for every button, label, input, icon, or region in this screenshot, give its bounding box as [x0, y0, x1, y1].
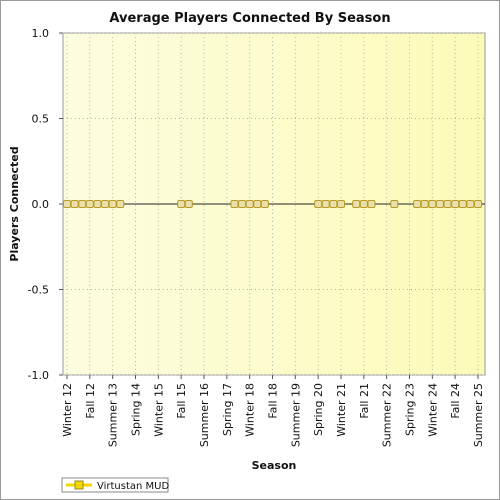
x-tick-label: Spring 23: [404, 383, 417, 436]
x-tick-label: Summer 16: [198, 383, 211, 447]
x-tick-label: Spring 20: [312, 383, 325, 436]
data-point-marker: [321, 200, 330, 208]
x-tick-label: Fall 21: [358, 383, 371, 419]
x-tick-label: Summer 22: [381, 383, 394, 447]
x-tick-label: Summer 19: [289, 383, 302, 447]
legend-entry-virtustan-mud: Virtustan MUD: [97, 481, 169, 492]
y-axis: 1.0 0.5 0.0 -0.5 -1.0: [28, 27, 63, 382]
data-point-marker: [230, 200, 239, 208]
data-point-marker: [245, 200, 254, 208]
series-virtustan-mud: [63, 200, 482, 208]
data-point-marker: [177, 200, 186, 208]
x-tick-label: Fall 24: [449, 383, 462, 419]
x-tick-label: Summer 13: [107, 383, 120, 447]
data-point-marker: [314, 200, 323, 208]
data-point-marker: [420, 200, 429, 208]
y-tick-label: 0.0: [32, 198, 50, 211]
data-point-marker: [435, 200, 444, 208]
data-point-marker: [451, 200, 460, 208]
x-tick-label: Spring 17: [221, 383, 234, 436]
chart-title: Average Players Connected By Season: [109, 11, 390, 26]
data-point-marker: [413, 200, 422, 208]
data-point-marker: [85, 200, 94, 208]
data-point-marker: [390, 200, 399, 208]
x-axis: Winter 12 Fall 12 Summer 13 Spring 14 Winter…: [61, 375, 485, 447]
x-tick-label: Summer 25: [472, 383, 485, 447]
x-tick-label: Fall 18: [267, 383, 280, 419]
x-tick-label: Winter 12: [61, 383, 74, 437]
y-tick-label: -1.0: [28, 369, 49, 382]
data-point-marker: [108, 200, 117, 208]
data-point-marker: [329, 200, 338, 208]
data-point-marker: [238, 200, 247, 208]
data-point-marker: [116, 200, 125, 208]
data-point-marker: [352, 200, 361, 208]
x-tick-label: Winter 15: [152, 383, 165, 437]
data-point-marker: [184, 200, 193, 208]
data-point-marker: [466, 200, 475, 208]
data-point-marker: [337, 200, 345, 208]
data-point-marker: [101, 200, 110, 208]
y-axis-label: Players Connected: [8, 146, 21, 261]
grid: [63, 32, 485, 376]
x-tick-label: Fall 12: [84, 383, 97, 419]
data-point-marker: [253, 200, 262, 208]
x-tick-label: Winter 24: [426, 383, 439, 437]
data-point-marker: [63, 200, 71, 208]
y-tick-label: 0.5: [32, 113, 50, 126]
y-tick-label: 1.0: [32, 27, 50, 40]
data-point-marker: [260, 200, 269, 208]
x-tick-label: Winter 18: [244, 383, 257, 437]
x-axis-label: Season: [252, 459, 297, 472]
data-point-marker: [70, 200, 79, 208]
data-point-marker: [458, 200, 467, 208]
legend-box: [61, 477, 169, 493]
data-point-marker: [474, 200, 482, 208]
legend-marker-swatch: [74, 480, 84, 490]
data-point-marker: [428, 200, 437, 208]
x-tick-label: Fall 15: [175, 383, 188, 419]
y-tick-label: -0.5: [28, 284, 49, 297]
legend: Virtustan MUD: [61, 477, 169, 493]
data-point-marker: [443, 200, 452, 208]
data-point-marker: [93, 200, 102, 208]
data-point-marker: [78, 200, 87, 208]
data-point-marker: [367, 200, 376, 208]
data-point-marker: [359, 200, 368, 208]
x-tick-label: Winter 21: [335, 383, 348, 437]
x-tick-label: Spring 14: [130, 383, 143, 436]
